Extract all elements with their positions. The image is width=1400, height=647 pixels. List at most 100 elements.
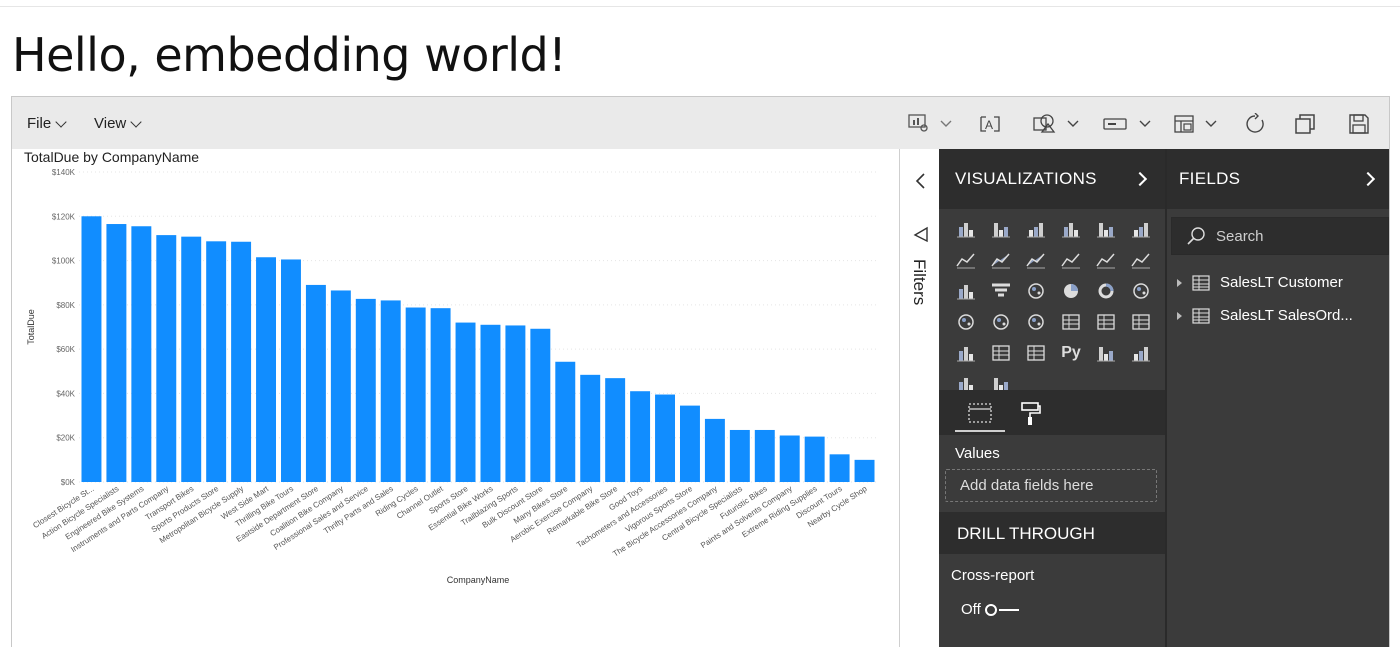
- map-icon[interactable]: [949, 306, 983, 337]
- donut-icon[interactable]: [1089, 275, 1123, 306]
- bar[interactable]: [655, 394, 676, 482]
- chevron-right-icon[interactable]: [1360, 171, 1376, 187]
- treemap-icon[interactable]: [1124, 275, 1158, 306]
- bar[interactable]: [81, 216, 102, 482]
- matrix-icon[interactable]: [1019, 337, 1053, 368]
- bar[interactable]: [330, 290, 351, 482]
- table-icon: [1192, 307, 1210, 324]
- bar[interactable]: [530, 328, 551, 482]
- bar[interactable]: [405, 307, 426, 482]
- view-menu[interactable]: View: [94, 115, 142, 132]
- bar[interactable]: [580, 374, 601, 482]
- bar[interactable]: [480, 324, 501, 482]
- bar[interactable]: [729, 429, 750, 482]
- ribbon-chart-icon[interactable]: [1124, 244, 1158, 275]
- area-chart-icon[interactable]: [984, 244, 1018, 275]
- chevron-left-icon[interactable]: [911, 171, 931, 191]
- field-table-customer[interactable]: SalesLT Customer: [1177, 274, 1343, 291]
- file-menu[interactable]: File: [27, 115, 67, 132]
- scatter-icon[interactable]: [1019, 275, 1053, 306]
- 100-stacked-bar-icon[interactable]: [1089, 213, 1123, 244]
- bar[interactable]: [380, 300, 401, 482]
- field-table-salesorder[interactable]: SalesLT SalesOrd...: [1177, 307, 1353, 324]
- line-clustered-column-icon[interactable]: [1089, 244, 1123, 275]
- bar[interactable]: [455, 322, 476, 482]
- visual-tabs: [939, 390, 1165, 435]
- duplicate-button[interactable]: [1294, 113, 1316, 135]
- bar[interactable]: [256, 257, 277, 482]
- stacked-area-icon[interactable]: [1019, 244, 1053, 275]
- expand-icon[interactable]: [1177, 278, 1182, 287]
- page-view-icon: [1174, 115, 1217, 133]
- values-dropzone[interactable]: Add data fields here: [945, 469, 1157, 502]
- bar[interactable]: [605, 378, 626, 482]
- bar[interactable]: [854, 459, 875, 482]
- bar[interactable]: [829, 454, 850, 482]
- y-tick-label: $100K: [52, 257, 76, 266]
- chevron-down-icon: [130, 115, 142, 128]
- bar[interactable]: [505, 325, 526, 482]
- report-embed: File View A TotalD: [11, 96, 1390, 647]
- bar[interactable]: [804, 436, 825, 482]
- key-influencers-icon[interactable]: [1089, 337, 1123, 368]
- buttons-button[interactable]: [1102, 113, 1156, 135]
- drill-through-header: DRILL THROUGH: [939, 512, 1165, 554]
- fields-tab[interactable]: [955, 396, 1005, 432]
- filters-pane-collapsed[interactable]: Filters: [901, 149, 939, 647]
- visual-interactions-button[interactable]: [907, 113, 955, 135]
- refresh-button[interactable]: [1244, 113, 1266, 135]
- bar[interactable]: [206, 241, 227, 482]
- line-chart-icon[interactable]: [949, 244, 983, 275]
- stacked-bar-icon[interactable]: [949, 213, 983, 244]
- bar[interactable]: [305, 284, 326, 482]
- filled-map-icon[interactable]: [984, 306, 1018, 337]
- fields-well-icon: [968, 403, 992, 423]
- y-tick-label: $40K: [56, 389, 75, 398]
- bar[interactable]: [231, 241, 252, 482]
- bar[interactable]: [181, 236, 202, 482]
- pie-icon[interactable]: [1054, 275, 1088, 306]
- bar[interactable]: [630, 391, 651, 482]
- table-icon[interactable]: [984, 337, 1018, 368]
- bar[interactable]: [156, 235, 177, 482]
- search-input[interactable]: [1216, 227, 1366, 245]
- bar[interactable]: [704, 418, 725, 482]
- cross-report-toggle[interactable]: Off: [961, 601, 1019, 618]
- fields-title: FIELDS: [1179, 169, 1241, 188]
- bar[interactable]: [679, 405, 700, 482]
- page-view-button[interactable]: [1172, 113, 1226, 135]
- 100-stacked-column-icon[interactable]: [1124, 213, 1158, 244]
- text-box-button[interactable]: A: [978, 113, 1002, 135]
- shapes-button[interactable]: [1032, 113, 1084, 135]
- bar[interactable]: [131, 226, 152, 482]
- format-tab[interactable]: [1005, 396, 1055, 432]
- clustered-column-icon[interactable]: [1054, 213, 1088, 244]
- bar-chart[interactable]: $0K $20K $40K $60K $80K $100K $120K $140K TotalD…: [12, 167, 900, 637]
- multi-row-card-icon[interactable]: [1089, 306, 1123, 337]
- line-column-icon[interactable]: [1054, 244, 1088, 275]
- bar[interactable]: [779, 435, 800, 483]
- report-canvas: TotalDue by CompanyName $0K $20K $40K $60K $…: [12, 149, 900, 647]
- save-button[interactable]: [1348, 113, 1370, 135]
- clustered-bar-icon[interactable]: [1019, 213, 1053, 244]
- bar[interactable]: [106, 224, 127, 482]
- card-icon[interactable]: [1054, 306, 1088, 337]
- bar[interactable]: [430, 308, 451, 482]
- kpi-icon[interactable]: [1124, 306, 1158, 337]
- gauge-icon[interactable]: [1019, 306, 1053, 337]
- bar[interactable]: [280, 259, 301, 482]
- bar[interactable]: [355, 298, 376, 482]
- y-tick-label: $140K: [52, 168, 76, 177]
- chevron-right-icon[interactable]: [1132, 171, 1148, 187]
- bar[interactable]: [555, 361, 576, 482]
- waterfall-icon[interactable]: [949, 275, 983, 306]
- slicer-icon[interactable]: [949, 337, 983, 368]
- toggle-state-label: Off: [961, 601, 981, 618]
- bar[interactable]: [754, 429, 775, 482]
- python-visual-icon[interactable]: Py: [1061, 343, 1081, 361]
- expand-icon[interactable]: [1177, 311, 1182, 320]
- decomposition-tree-icon[interactable]: [1124, 337, 1158, 368]
- stacked-column-icon[interactable]: [984, 213, 1018, 244]
- funnel-icon[interactable]: [984, 275, 1018, 306]
- fields-search[interactable]: [1171, 217, 1389, 255]
